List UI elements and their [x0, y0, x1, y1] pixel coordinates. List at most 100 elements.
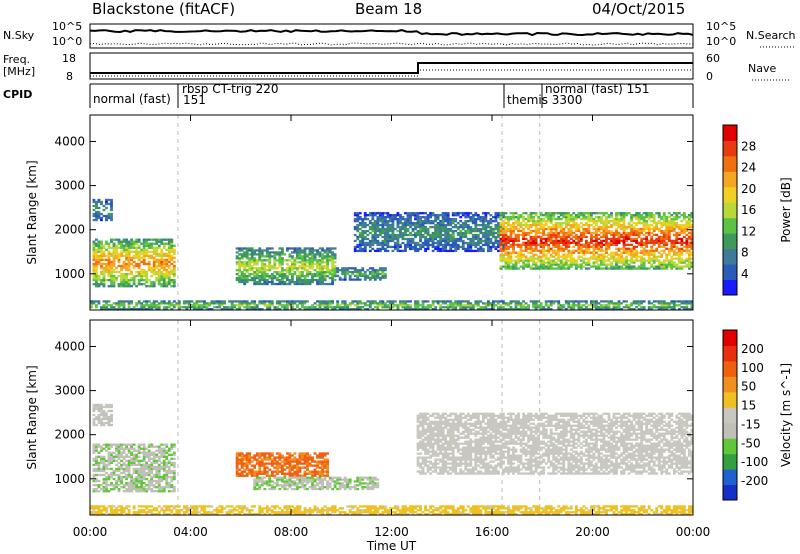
data-cell — [620, 308, 623, 311]
data-cell — [562, 261, 566, 264]
data-cell — [165, 274, 169, 278]
data-cell — [140, 242, 144, 245]
data-cell — [647, 227, 651, 231]
data-cell — [486, 212, 490, 215]
data-cell — [122, 467, 126, 471]
data-cell — [278, 282, 282, 286]
data-cell — [577, 302, 581, 305]
data-cell — [140, 283, 144, 286]
data-cell — [637, 229, 641, 233]
data-cell — [383, 306, 387, 309]
data-cell — [250, 300, 254, 303]
data-cell — [303, 280, 307, 284]
data-cell — [110, 443, 113, 446]
data-cell — [301, 257, 304, 260]
data-cell — [147, 285, 151, 288]
data-cell — [687, 267, 691, 270]
data-cell — [564, 214, 568, 217]
data-cell — [95, 300, 98, 303]
data-cell — [459, 237, 463, 241]
data-cell — [248, 257, 252, 260]
data-cell — [469, 220, 473, 223]
data-cell — [230, 308, 234, 311]
data-cell — [662, 302, 666, 305]
data-cell — [582, 261, 586, 264]
data-cell — [504, 261, 508, 264]
data-cell — [597, 237, 601, 241]
data-cell — [617, 225, 621, 229]
data-cell — [255, 259, 259, 262]
data-cell — [444, 243, 448, 247]
data-cell — [396, 225, 400, 229]
data-cell — [378, 278, 382, 281]
data-cell — [451, 214, 455, 217]
data-cell — [441, 302, 445, 305]
data-cell — [612, 265, 616, 268]
data-cell — [157, 244, 161, 247]
data-cell — [92, 283, 96, 286]
data-cell — [444, 229, 448, 233]
data-cell — [142, 300, 146, 303]
data-cell — [371, 267, 375, 270]
data-cell — [461, 233, 465, 237]
data-cell — [650, 223, 654, 227]
data-cell — [92, 475, 96, 479]
data-cell — [431, 237, 435, 241]
data-cell — [316, 280, 319, 284]
data-cell — [617, 306, 621, 309]
data-cell — [532, 217, 536, 221]
data-cell — [416, 218, 420, 221]
data-cell — [625, 300, 628, 303]
data-cell — [404, 300, 407, 303]
data-cell — [135, 453, 139, 456]
data-cell — [112, 471, 116, 475]
data-cell — [157, 258, 161, 262]
data-cell — [574, 216, 578, 219]
data-cell — [130, 447, 134, 450]
data-cell — [142, 242, 146, 245]
data-cell — [351, 278, 355, 281]
data-cell — [120, 276, 123, 280]
data-cell — [499, 243, 503, 246]
data-cell — [127, 490, 131, 493]
data-cell — [567, 243, 571, 246]
data-cell — [243, 306, 247, 309]
data-cell — [502, 237, 505, 241]
data-cell — [238, 263, 242, 266]
data-cell — [547, 247, 551, 250]
data-cell — [132, 453, 136, 456]
data-cell — [102, 246, 106, 249]
data-cell — [620, 219, 623, 223]
data-cell — [303, 308, 307, 311]
data-cell — [615, 306, 618, 309]
data-cell — [672, 261, 676, 264]
data-cell — [316, 274, 319, 278]
data-cell — [318, 273, 322, 276]
data-cell — [615, 304, 618, 307]
data-cell — [255, 263, 259, 266]
data-cell — [155, 272, 159, 276]
data-cell — [474, 302, 478, 305]
data-cell — [301, 273, 304, 276]
data-cell — [373, 225, 377, 229]
data-cell — [537, 223, 541, 227]
data-cell — [122, 274, 126, 278]
data-cell — [291, 302, 294, 305]
data-cell — [587, 227, 591, 231]
data-cell — [597, 306, 601, 309]
data-cell — [504, 249, 508, 252]
data-cell — [492, 235, 495, 239]
data-cell — [296, 251, 299, 254]
data-cell — [672, 304, 676, 307]
data-cell — [248, 306, 252, 309]
data-cell — [341, 308, 345, 311]
data-cell — [368, 278, 372, 281]
data-cell — [534, 267, 538, 270]
data-cell — [238, 308, 242, 311]
data-cell — [494, 245, 498, 249]
data-cell — [519, 245, 523, 248]
data-cell — [193, 308, 196, 311]
data-cell — [102, 278, 106, 282]
data-cell — [617, 308, 621, 311]
data-cell — [343, 302, 347, 305]
